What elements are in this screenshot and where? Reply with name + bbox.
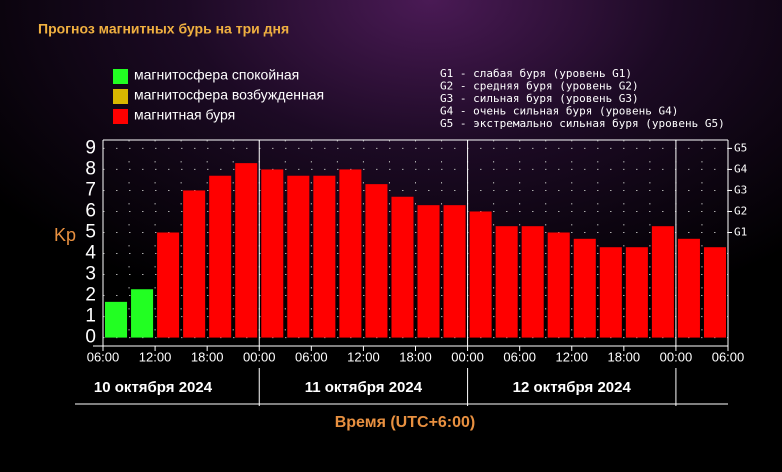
- x-tick-label: 12:00: [555, 349, 588, 364]
- bar: [105, 301, 128, 338]
- bar: [183, 190, 206, 338]
- y2-tick-label: G2: [734, 204, 747, 217]
- x-tick-label: 00:00: [451, 349, 484, 364]
- x-tick-label: 18:00: [608, 349, 641, 364]
- bar: [469, 211, 492, 338]
- y-tick-label: 7: [85, 179, 96, 200]
- bar: [521, 226, 544, 338]
- x-axis-label: Время (UTC+6:00): [335, 414, 476, 431]
- storm-level: G3 - сильная буря (уровень G3): [440, 92, 639, 105]
- bar: [495, 226, 518, 338]
- y-axis-label: Kp: [54, 225, 76, 245]
- bar: [547, 232, 570, 338]
- date-label: 11 октября 2024: [305, 379, 423, 396]
- y-tick-label: 8: [85, 158, 96, 179]
- bar: [339, 169, 362, 338]
- legend-swatch: [113, 89, 128, 104]
- y-tick-label: 3: [85, 264, 96, 285]
- x-tick-label: 12:00: [347, 349, 380, 364]
- bar: [625, 247, 648, 338]
- x-tick-label: 18:00: [191, 349, 224, 364]
- bar: [365, 184, 388, 338]
- bar: [131, 289, 154, 338]
- bar: [235, 163, 258, 338]
- storm-level: G5 - экстремально сильная буря (уровень …: [440, 117, 725, 130]
- y-tick-label: 5: [85, 222, 96, 243]
- chart-title: Прогноз магнитных бурь на три дня: [38, 21, 289, 37]
- bar: [261, 169, 284, 338]
- legend-label: магнитосфера спокойная: [134, 67, 299, 83]
- bar: [313, 175, 336, 338]
- y-tick-label: 0: [85, 327, 96, 348]
- bar: [209, 175, 232, 338]
- legend-swatch: [113, 109, 128, 124]
- storm-level: G2 - средняя буря (уровень G2): [440, 80, 639, 93]
- y-tick-label: 9: [85, 137, 96, 158]
- y-tick-label: 6: [85, 200, 96, 221]
- x-tick-label: 06:00: [712, 349, 745, 364]
- storm-level: G1 - слабая буря (уровень G1): [440, 67, 632, 80]
- y2-tick-label: G4: [734, 162, 748, 175]
- x-tick-label: 18:00: [399, 349, 432, 364]
- bar: [287, 175, 310, 338]
- legend-label: магнитосфера возбужденная: [134, 87, 324, 103]
- bar: [417, 205, 440, 338]
- y2-tick-label: G5: [734, 141, 747, 154]
- y2-tick-label: G3: [734, 183, 747, 196]
- y2-tick-label: G1: [734, 225, 747, 238]
- y-tick-label: 1: [85, 306, 96, 327]
- bar: [651, 226, 674, 338]
- storm-level: G4 - очень сильная буря (уровень G4): [440, 105, 678, 118]
- bar: [599, 247, 622, 338]
- legend-label: магнитная буря: [134, 107, 235, 123]
- bar: [157, 232, 180, 338]
- legend-swatch: [113, 69, 128, 84]
- bar: [677, 238, 700, 338]
- date-label: 12 октября 2024: [513, 379, 632, 396]
- x-tick-label: 00:00: [660, 349, 693, 364]
- x-tick-label: 06:00: [295, 349, 328, 364]
- bar: [703, 247, 726, 338]
- x-tick-label: 12:00: [139, 349, 172, 364]
- y-tick-label: 2: [85, 285, 96, 306]
- x-tick-label: 00:00: [243, 349, 276, 364]
- bar: [573, 238, 596, 338]
- y-tick-label: 4: [85, 243, 96, 264]
- x-tick-label: 06:00: [87, 349, 120, 364]
- date-label: 10 октября 2024: [94, 379, 213, 396]
- x-tick-label: 06:00: [503, 349, 536, 364]
- bar: [443, 205, 466, 338]
- bar: [391, 196, 414, 338]
